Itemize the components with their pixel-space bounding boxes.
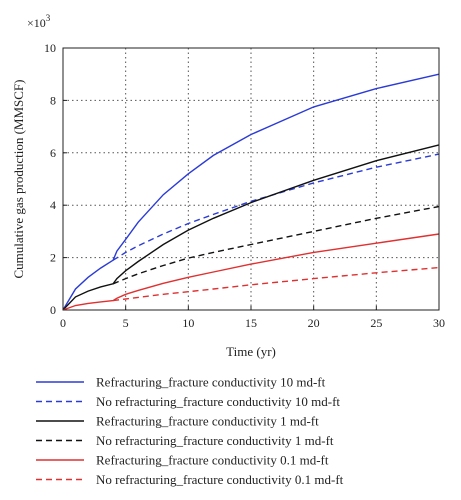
y-tick-label: 6	[50, 146, 56, 160]
y-multiplier-exponent: 3	[46, 13, 51, 23]
y-tick-label: 0	[50, 303, 56, 317]
legend-label-4: No refracturing_fracture conductivity 1 …	[96, 433, 334, 448]
x-tick-label: 10	[182, 316, 194, 330]
legend-label-1: Refracturing_fracture conductivity 10 md…	[96, 375, 326, 390]
legend-label-6: No refracturing_fracture conductivity 0.…	[96, 472, 344, 487]
legend-label-3: Refracturing_fracture conductivity 1 md-…	[96, 414, 319, 429]
series-line-2	[112, 153, 440, 261]
y-tick-label: 4	[50, 198, 56, 212]
x-tick-label: 20	[308, 316, 320, 330]
series-line-4	[112, 205, 440, 285]
axis-ticks: 0 5 10 15 20 25 30 0 2 4 6 8 10	[44, 41, 445, 330]
series-line-3	[62, 144, 440, 311]
x-axis-title: Time (yr)	[226, 344, 276, 359]
series-line-5	[62, 233, 440, 311]
grid	[63, 48, 439, 310]
x-tick-label: 0	[60, 316, 66, 330]
legend: Refracturing_fracture conductivity 10 md…	[36, 375, 344, 487]
y-axis-title: Cumulative gas production (MMSCF)	[11, 80, 26, 279]
y-tick-label: 8	[50, 93, 56, 107]
x-tick-label: 15	[245, 316, 257, 330]
series-lines	[62, 73, 440, 311]
y-tick-label: 2	[50, 251, 56, 265]
y-tick-label: 10	[44, 41, 56, 55]
legend-label-5: Refracturing_fracture conductivity 0.1 m…	[96, 453, 329, 468]
y-multiplier-label: ×103	[27, 13, 51, 30]
x-tick-label: 25	[370, 316, 382, 330]
x-tick-label: 30	[433, 316, 445, 330]
x-tick-label: 5	[123, 316, 129, 330]
series-line-6	[113, 266, 440, 302]
legend-label-2: No refracturing_fracture conductivity 10…	[96, 394, 340, 409]
series-line-1	[62, 73, 440, 311]
